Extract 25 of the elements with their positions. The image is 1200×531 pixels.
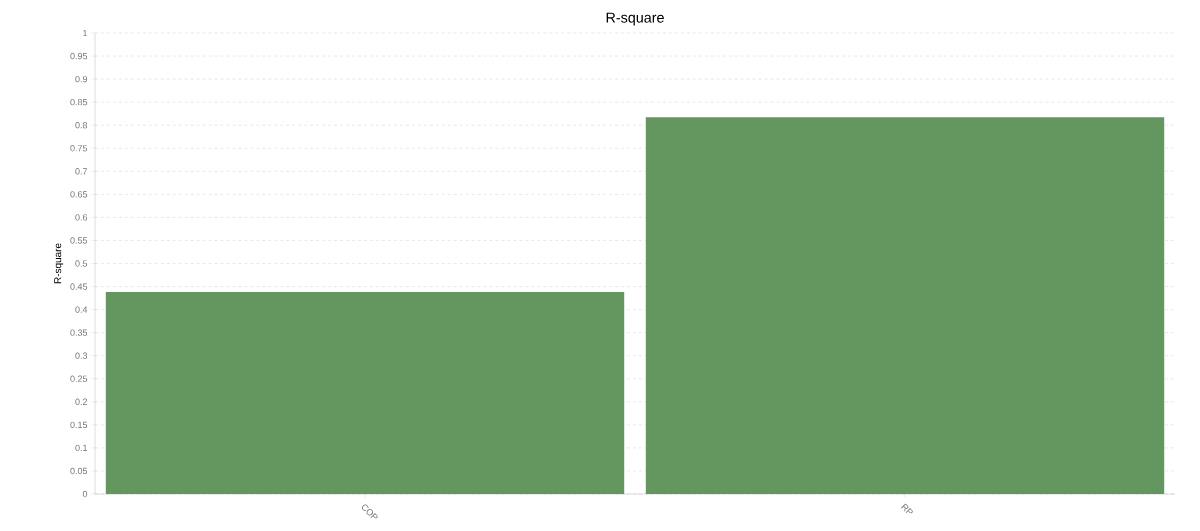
y-tick-label: 0.65: [70, 191, 88, 198]
y-tick-label: 0.15: [70, 421, 88, 429]
y-tick-label: 0.2: [75, 398, 88, 405]
y-tick-label: 0.05: [70, 467, 88, 475]
y-tick-label: 0.85: [70, 98, 88, 106]
x-tick-label: RP: [901, 503, 913, 514]
y-tick-label: 0.6: [75, 214, 88, 221]
y-axis-title: R-square: [54, 243, 64, 284]
y-tick-label: 0.25: [70, 375, 88, 382]
y-tick-label: 0.3: [75, 352, 88, 359]
y-tick-label: 0.1: [75, 444, 88, 452]
x-tick-label: COP: [362, 504, 378, 519]
y-tick-label: 0.45: [70, 283, 88, 290]
y-tick-label: 0.35: [70, 329, 88, 336]
y-tick-label: 0: [82, 490, 88, 498]
y-tick-label: 0.8: [75, 122, 88, 129]
y-tick-label: 0.75: [70, 145, 88, 152]
chart-title: R-square: [606, 12, 664, 26]
y-tick-label: 0.9: [75, 75, 88, 83]
y-tick-label: 0.7: [75, 168, 88, 175]
y-tick-label: 0.95: [70, 52, 88, 60]
y-tick-label: 0.55: [70, 237, 88, 244]
y-tick-label: 0.4: [75, 306, 88, 313]
y-tick-label: 1: [83, 29, 88, 37]
y-tick-label: 0.5: [75, 260, 88, 267]
